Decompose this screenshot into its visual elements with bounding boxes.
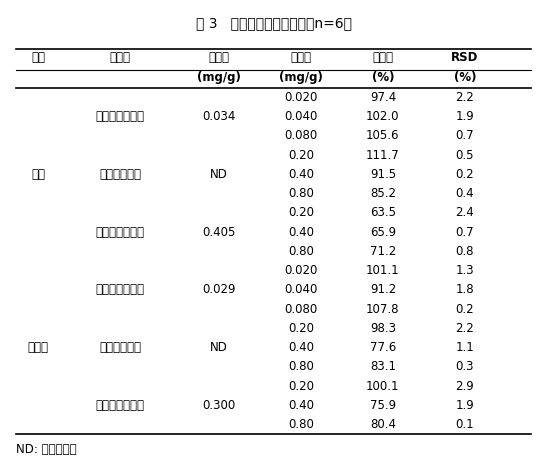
Text: 91.2: 91.2 [370,283,396,297]
Text: 2.9: 2.9 [456,380,474,393]
Text: 0.80: 0.80 [288,245,314,258]
Text: 0.3: 0.3 [456,361,474,374]
Text: (%): (%) [371,71,394,85]
Text: (%): (%) [453,71,476,85]
Text: 80.4: 80.4 [370,418,396,431]
Text: 83.1: 83.1 [370,361,396,374]
Text: 1.9: 1.9 [456,399,474,412]
Text: 加标量: 加标量 [290,51,311,64]
Text: 单棕榈酸甘油酯: 单棕榈酸甘油酯 [96,110,145,123]
Text: 102.0: 102.0 [366,110,400,123]
Text: RSD: RSD [451,51,479,64]
Text: ND: ND [210,168,228,181]
Text: 0.7: 0.7 [456,129,474,142]
Text: 85.2: 85.2 [370,187,396,200]
Text: 100.1: 100.1 [366,380,400,393]
Text: (mg/g): (mg/g) [197,71,241,85]
Text: 77.6: 77.6 [370,341,396,354]
Text: 1.3: 1.3 [456,264,474,277]
Text: ND: 低于检出限: ND: 低于检出限 [16,443,77,456]
Text: 0.8: 0.8 [456,245,474,258]
Text: 0.40: 0.40 [288,168,314,181]
Text: 0.20: 0.20 [288,206,314,219]
Text: 0.20: 0.20 [288,322,314,335]
Text: 0.300: 0.300 [202,399,235,412]
Text: 0.20: 0.20 [288,149,314,162]
Text: 0.040: 0.040 [284,283,318,297]
Text: 0.40: 0.40 [288,399,314,412]
Text: 75.9: 75.9 [370,399,396,412]
Text: 1.9: 1.9 [456,110,474,123]
Text: 0.40: 0.40 [288,226,314,239]
Text: 样品: 样品 [31,51,45,64]
Text: 97.4: 97.4 [370,91,396,104]
Text: 0.034: 0.034 [202,110,236,123]
Text: 2.4: 2.4 [456,206,474,219]
Text: 1.1: 1.1 [456,341,474,354]
Text: 0.80: 0.80 [288,418,314,431]
Text: 1.8: 1.8 [456,283,474,297]
Text: 纯牛奶: 纯牛奶 [28,341,49,354]
Text: 本底值: 本底值 [208,51,229,64]
Text: 表 3   加标回收率和精密度（n=6）: 表 3 加标回收率和精密度（n=6） [195,16,352,30]
Text: 0.5: 0.5 [456,149,474,162]
Text: 0.4: 0.4 [456,187,474,200]
Text: 0.080: 0.080 [284,129,317,142]
Text: 0.2: 0.2 [456,168,474,181]
Text: 0.1: 0.1 [456,418,474,431]
Text: 63.5: 63.5 [370,206,396,219]
Text: 0.40: 0.40 [288,341,314,354]
Text: 0.080: 0.080 [284,303,317,316]
Text: 0.020: 0.020 [284,91,318,104]
Text: 111.7: 111.7 [366,149,400,162]
Text: 0.20: 0.20 [288,380,314,393]
Text: 0.2: 0.2 [456,303,474,316]
Text: 65.9: 65.9 [370,226,396,239]
Text: 单硬脂酸甘油酯: 单硬脂酸甘油酯 [96,226,145,239]
Text: 0.040: 0.040 [284,110,318,123]
Text: 91.5: 91.5 [370,168,396,181]
Text: 回收率: 回收率 [373,51,393,64]
Text: 0.020: 0.020 [284,264,318,277]
Text: 0.80: 0.80 [288,361,314,374]
Text: 乳化剂: 乳化剂 [110,51,131,64]
Text: 71.2: 71.2 [370,245,396,258]
Text: 0.80: 0.80 [288,187,314,200]
Text: 105.6: 105.6 [366,129,400,142]
Text: 2.2: 2.2 [456,322,474,335]
Text: 单硬脂酸甘油酯: 单硬脂酸甘油酯 [96,399,145,412]
Text: 0.7: 0.7 [456,226,474,239]
Text: 单油酸甘油酯: 单油酸甘油酯 [100,168,141,181]
Text: 101.1: 101.1 [366,264,400,277]
Text: 酸奶: 酸奶 [31,168,45,181]
Text: 单油酸甘油酯: 单油酸甘油酯 [100,341,141,354]
Text: (mg/g): (mg/g) [279,71,323,85]
Text: 107.8: 107.8 [366,303,400,316]
Text: 2.2: 2.2 [456,91,474,104]
Text: 单棕榈酸甘油酯: 单棕榈酸甘油酯 [96,283,145,297]
Text: 0.029: 0.029 [202,283,236,297]
Text: 98.3: 98.3 [370,322,396,335]
Text: ND: ND [210,341,228,354]
Text: 0.405: 0.405 [202,226,236,239]
